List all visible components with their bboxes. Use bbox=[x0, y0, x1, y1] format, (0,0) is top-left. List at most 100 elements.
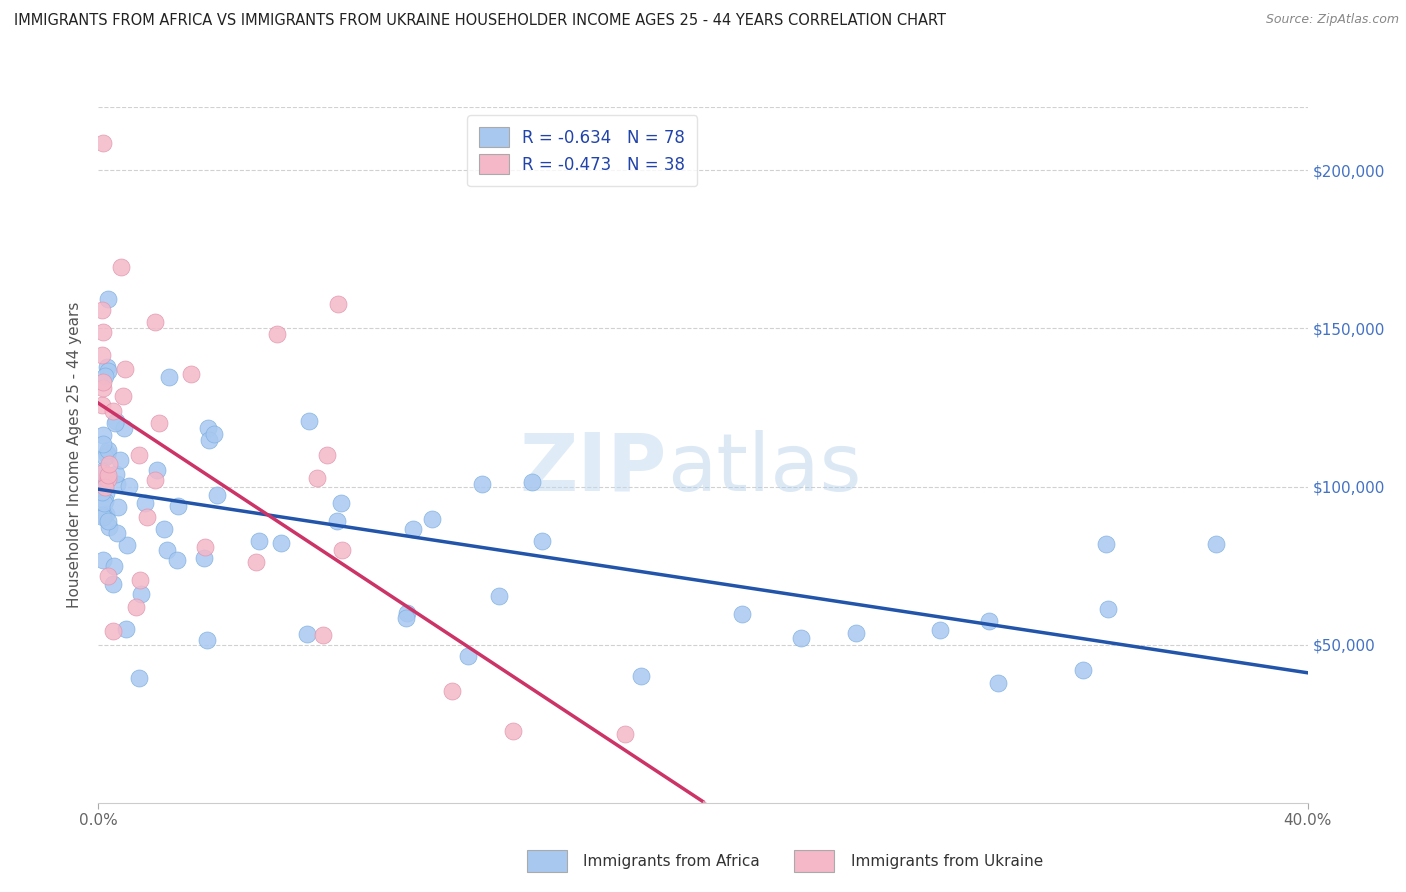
Point bbox=[96, 359, 118, 374]
Point bbox=[98, 520, 121, 534]
Point bbox=[166, 553, 188, 567]
Point bbox=[96, 446, 118, 460]
Point bbox=[457, 648, 479, 663]
Point bbox=[101, 403, 124, 417]
Point bbox=[93, 325, 115, 339]
Point bbox=[205, 488, 228, 502]
Point bbox=[1205, 537, 1227, 551]
Point bbox=[103, 559, 125, 574]
Point bbox=[90, 464, 112, 478]
Point bbox=[1097, 602, 1119, 616]
Point bbox=[94, 494, 117, 508]
Point bbox=[929, 623, 952, 637]
Point bbox=[1095, 537, 1118, 551]
Point bbox=[977, 614, 1000, 628]
Point bbox=[108, 452, 131, 467]
Point bbox=[97, 292, 120, 306]
Point bbox=[97, 569, 120, 583]
Point bbox=[128, 573, 150, 587]
Point bbox=[202, 426, 225, 441]
Point bbox=[94, 485, 117, 500]
Point bbox=[128, 671, 150, 685]
Text: atlas: atlas bbox=[666, 430, 860, 508]
Point bbox=[148, 416, 170, 430]
Point bbox=[90, 476, 112, 491]
Point bbox=[93, 467, 115, 482]
Point bbox=[105, 525, 128, 540]
Point bbox=[105, 477, 128, 491]
Point bbox=[97, 457, 120, 471]
Point bbox=[194, 540, 217, 554]
Text: IMMIGRANTS FROM AFRICA VS IMMIGRANTS FROM UKRAINE HOUSEHOLDER INCOME AGES 25 - 4: IMMIGRANTS FROM AFRICA VS IMMIGRANTS FRO… bbox=[14, 13, 946, 29]
Point bbox=[1071, 664, 1094, 678]
Point bbox=[94, 508, 117, 522]
Point bbox=[97, 442, 120, 457]
Point bbox=[134, 496, 156, 510]
Legend: R = -0.634   N = 78, R = -0.473   N = 38: R = -0.634 N = 78, R = -0.473 N = 38 bbox=[467, 115, 697, 186]
Point bbox=[520, 475, 543, 489]
Point bbox=[245, 555, 267, 569]
Point bbox=[136, 509, 159, 524]
Point bbox=[330, 542, 353, 557]
Point bbox=[146, 463, 169, 477]
Point bbox=[91, 437, 114, 451]
Point bbox=[107, 500, 129, 514]
Text: Immigrants from Ukraine: Immigrants from Ukraine bbox=[851, 855, 1043, 869]
Point bbox=[328, 297, 350, 311]
Point bbox=[104, 467, 127, 482]
Point bbox=[145, 473, 167, 487]
Point bbox=[396, 606, 419, 620]
Point bbox=[167, 499, 190, 513]
Point bbox=[101, 577, 124, 591]
Point bbox=[315, 449, 337, 463]
Point bbox=[91, 398, 114, 412]
Point bbox=[91, 471, 114, 485]
Point bbox=[247, 533, 270, 548]
Point bbox=[91, 428, 114, 442]
Point bbox=[90, 303, 112, 318]
Point bbox=[114, 622, 136, 636]
Point bbox=[110, 260, 132, 274]
Point bbox=[270, 536, 292, 550]
Point bbox=[402, 522, 425, 536]
Point bbox=[731, 607, 754, 621]
Point bbox=[93, 381, 115, 395]
Point bbox=[115, 538, 138, 552]
Point bbox=[193, 551, 215, 566]
Point bbox=[97, 472, 120, 486]
Point bbox=[91, 485, 114, 500]
Point bbox=[91, 510, 114, 524]
Point bbox=[198, 434, 221, 448]
Point bbox=[471, 477, 494, 491]
Point bbox=[97, 364, 120, 378]
Point bbox=[91, 466, 114, 480]
Point bbox=[111, 389, 134, 403]
Point bbox=[987, 676, 1010, 690]
Point bbox=[179, 367, 201, 381]
Point bbox=[128, 448, 150, 462]
Point bbox=[143, 315, 166, 329]
Point bbox=[104, 414, 127, 428]
Point bbox=[94, 481, 117, 495]
Point bbox=[94, 369, 117, 384]
Point bbox=[197, 421, 219, 435]
Point bbox=[155, 543, 177, 558]
Point bbox=[125, 599, 148, 614]
Point bbox=[502, 723, 524, 738]
Point bbox=[90, 348, 112, 362]
Point bbox=[93, 450, 115, 464]
Point bbox=[295, 627, 318, 641]
Text: Immigrants from Africa: Immigrants from Africa bbox=[583, 855, 761, 869]
Point bbox=[104, 416, 127, 430]
Point bbox=[118, 479, 141, 493]
Point bbox=[298, 414, 321, 428]
Text: Source: ZipAtlas.com: Source: ZipAtlas.com bbox=[1265, 13, 1399, 27]
Text: ZIP: ZIP bbox=[519, 430, 666, 508]
Point bbox=[97, 514, 120, 528]
Point bbox=[266, 326, 288, 341]
Point bbox=[129, 586, 152, 600]
Point bbox=[440, 684, 463, 698]
Point bbox=[91, 552, 114, 566]
Point bbox=[530, 534, 553, 549]
Point bbox=[114, 361, 136, 376]
